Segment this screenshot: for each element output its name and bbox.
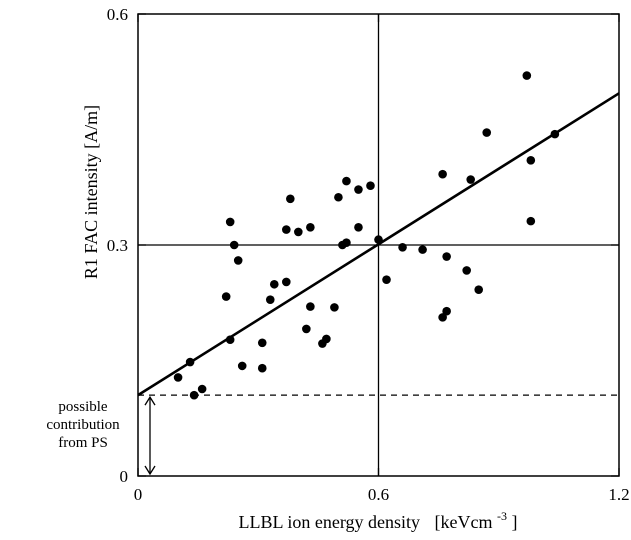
data-point	[354, 222, 363, 232]
x-axis-label-unit-close: ]	[511, 512, 517, 532]
x-axis-label-unit: [keVcm	[434, 512, 492, 532]
data-point	[173, 373, 183, 382]
data-point	[282, 277, 291, 287]
data-point	[442, 252, 451, 261]
data-point	[526, 156, 536, 165]
data-point	[221, 292, 231, 301]
x-axis-label-unit-exponent: -3	[497, 509, 507, 523]
data-point	[522, 71, 532, 80]
data-point	[442, 306, 451, 316]
annotation-line-3: from PS	[58, 435, 108, 451]
y-tick-label: 0.6	[107, 5, 128, 24]
data-point	[342, 238, 351, 247]
x-axis-label: LLBL ion energy density [keVcm -3 ]	[239, 504, 518, 532]
data-point	[342, 176, 351, 186]
data-point	[189, 390, 199, 400]
contribution-arrow	[144, 395, 156, 476]
data-point	[474, 285, 484, 294]
data-point	[269, 279, 279, 289]
data-point	[225, 217, 235, 227]
fit-line	[137, 92, 620, 397]
data-point	[526, 216, 536, 226]
data-point	[237, 361, 247, 371]
data-point	[294, 227, 303, 237]
data-point	[257, 363, 267, 373]
data-point	[438, 313, 447, 322]
data-points	[173, 71, 560, 400]
x-axis-label-text: LLBL ion energy density	[239, 512, 420, 532]
data-point	[482, 128, 492, 137]
y-tick-label: 0	[120, 467, 129, 486]
data-point	[322, 334, 331, 344]
data-point	[257, 338, 267, 348]
data-point	[229, 240, 239, 250]
data-point	[374, 235, 383, 244]
annotation-line-2: contribution	[46, 417, 120, 433]
x-tick-label: 0.6	[368, 485, 389, 504]
data-point	[233, 256, 243, 265]
arrow-head-up	[144, 395, 156, 406]
y-axis-label: R1 FAC intensity [A/m]	[81, 105, 101, 279]
x-tick-label: 1.2	[608, 485, 629, 504]
data-point	[438, 169, 447, 179]
data-point	[282, 225, 291, 234]
y-tick-label: 0.3	[107, 236, 128, 255]
data-point	[286, 194, 295, 204]
x-tick-label: 0	[134, 485, 143, 504]
data-point	[398, 243, 407, 252]
y-tick-labels: 0 0.3 0.6	[107, 5, 128, 486]
data-point	[550, 129, 560, 139]
fit-line-group	[137, 92, 620, 397]
data-point	[330, 303, 339, 312]
annotation-line-1: possible	[58, 399, 108, 415]
data-point	[366, 181, 375, 191]
axis-ticks	[137, 13, 620, 477]
arrow-head-down	[144, 465, 156, 476]
data-point	[334, 192, 343, 202]
data-point	[382, 275, 391, 284]
data-point	[185, 357, 195, 367]
data-point	[302, 324, 311, 334]
data-point	[197, 384, 207, 394]
data-point	[225, 335, 235, 345]
data-point	[466, 175, 475, 184]
x-tick-labels: 0 0.6 1.2	[134, 485, 630, 504]
data-point	[265, 295, 275, 304]
data-point	[306, 302, 315, 311]
data-point	[462, 266, 471, 275]
data-point	[354, 185, 363, 194]
data-point	[418, 245, 427, 254]
data-point	[306, 222, 315, 232]
